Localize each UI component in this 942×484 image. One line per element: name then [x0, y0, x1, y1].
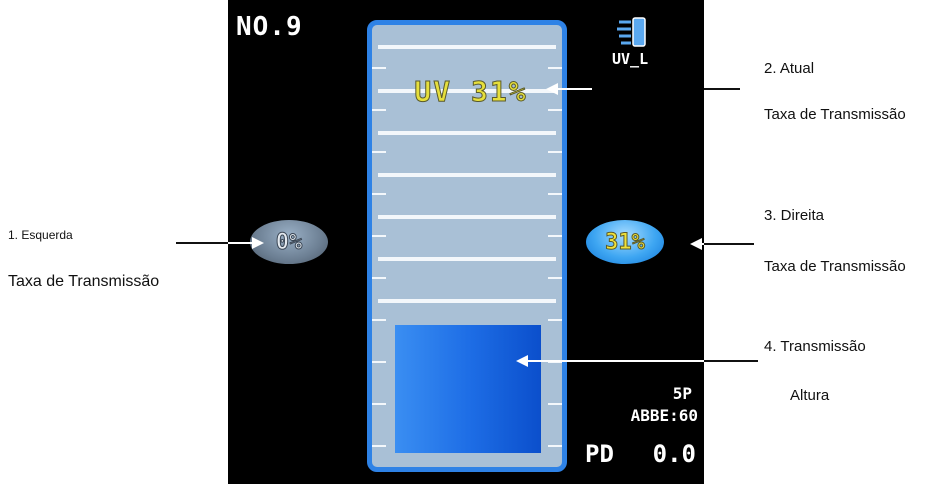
arrow-left-head: [252, 237, 264, 249]
left-rate-subtitle: Taxa de Transmissão: [8, 273, 160, 290]
gauge-minor-tick: [372, 109, 386, 111]
abbe-label: ABBE:60: [630, 406, 698, 425]
leader-left: [176, 242, 228, 244]
gauge-minor-tick: [372, 319, 386, 321]
right-transmission-badge: 31%: [586, 220, 664, 264]
gauge-minor-tick: [548, 193, 562, 195]
device-screen: NO.9 UV_L UV 31% 0% 31% 5P ABBE:60 PD 0.…: [228, 0, 704, 484]
transmission-gauge: UV 31%: [367, 20, 567, 472]
gauge-minor-tick: [548, 319, 562, 321]
arrow-left-line: [226, 242, 254, 244]
transmission-height-fill: [395, 325, 541, 453]
gauge-major-line: [378, 257, 556, 261]
gauge-minor-tick: [548, 109, 562, 111]
gauge-minor-tick: [372, 445, 386, 447]
gauge-minor-tick: [372, 67, 386, 69]
uv-lamp-icon: [617, 17, 646, 47]
gauge-minor-tick: [372, 403, 386, 405]
gauge-major-line: [378, 173, 556, 177]
right-rate-title: 3. Direita: [764, 207, 825, 224]
leader-height: [704, 360, 758, 362]
current-rate-subtitle: Taxa de Transmissão: [764, 106, 906, 123]
leader-right: [704, 243, 754, 245]
gauge-minor-tick: [548, 277, 562, 279]
leader-current: [704, 88, 740, 90]
lens-type-label: 5P: [672, 384, 692, 403]
gauge-minor-tick: [548, 361, 562, 363]
gauge-minor-tick: [548, 67, 562, 69]
gauge-minor-tick: [548, 151, 562, 153]
arrow-height-head: [516, 355, 528, 367]
gauge-major-line: [378, 89, 556, 93]
gauge-minor-tick: [372, 193, 386, 195]
left-rate-title: 1. Esquerda: [8, 228, 73, 242]
gauge-major-line: [378, 131, 556, 135]
uv-mode-label: UV_L: [612, 50, 649, 68]
gauge-minor-tick: [372, 235, 386, 237]
arrow-right-line: [702, 243, 704, 245]
arrow-height-line: [528, 360, 704, 362]
current-rate-title: 2. Atual: [764, 60, 815, 77]
height-subtitle: Altura: [790, 387, 830, 404]
pd-label: PD: [585, 440, 614, 468]
gauge-minor-tick: [372, 361, 386, 363]
arrow-current-line: [558, 88, 592, 90]
current-transmission-readout: UV 31%: [414, 75, 528, 109]
gauge-minor-tick: [548, 403, 562, 405]
arrow-current-head: [546, 83, 558, 95]
gauge-major-line: [378, 45, 556, 49]
pd-value: 0.0: [652, 440, 696, 468]
gauge-major-line: [378, 299, 556, 303]
gauge-minor-tick: [548, 235, 562, 237]
gauge-minor-tick: [548, 445, 562, 447]
arrow-right-head: [690, 238, 702, 250]
gauge-minor-tick: [372, 277, 386, 279]
gauge-minor-tick: [372, 151, 386, 153]
screen-number: NO.9: [236, 12, 303, 42]
right-rate-subtitle: Taxa de Transmissão: [764, 258, 906, 275]
height-title: 4. Transmissão: [764, 338, 866, 355]
gauge-major-line: [378, 215, 556, 219]
